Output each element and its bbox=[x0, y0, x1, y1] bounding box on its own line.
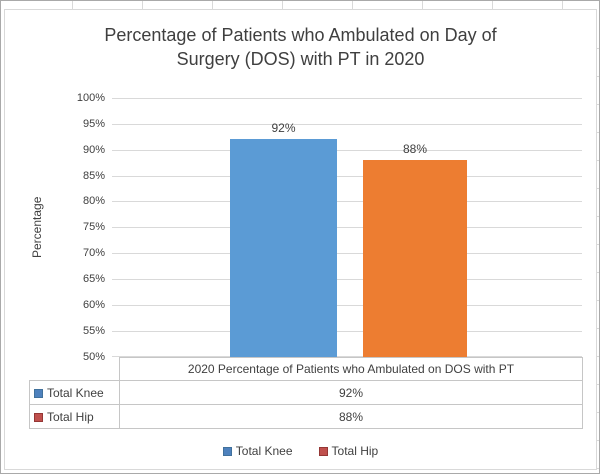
gridline bbox=[112, 176, 582, 177]
table-value-total-hip: 88% bbox=[119, 404, 583, 429]
y-tick: 75% bbox=[82, 221, 105, 233]
y-tick: 85% bbox=[82, 170, 105, 182]
y-tick: 100% bbox=[76, 92, 105, 104]
y-tick: 55% bbox=[82, 325, 105, 337]
table-category-header: 2020 Percentage of Patients who Ambulate… bbox=[119, 357, 583, 381]
series-marker-icon bbox=[34, 412, 43, 422]
y-tick: 70% bbox=[82, 247, 105, 259]
gridline bbox=[112, 227, 582, 228]
gridline bbox=[112, 356, 582, 357]
series-name: Total Knee bbox=[47, 385, 104, 400]
gridline bbox=[112, 253, 582, 254]
y-tick: 60% bbox=[82, 299, 105, 311]
table-row: Total Knee 92% bbox=[29, 380, 583, 405]
gridline bbox=[112, 305, 582, 306]
data-label-total-knee: 92% bbox=[271, 121, 296, 136]
gridline bbox=[112, 279, 582, 280]
y-tick: 80% bbox=[82, 195, 105, 207]
series-name: Total Hip bbox=[47, 409, 94, 424]
data-table: 2020 Percentage of Patients who Ambulate… bbox=[29, 357, 583, 429]
chart-legend: Total Knee Total Hip bbox=[5, 444, 596, 458]
gridline bbox=[112, 201, 582, 202]
bar-total-hip[interactable]: 88% bbox=[363, 142, 467, 357]
legend-marker-icon bbox=[222, 446, 232, 456]
bar-total-knee[interactable]: 92% bbox=[230, 121, 337, 357]
table-key-total-hip: Total Hip bbox=[29, 404, 120, 429]
y-tick: 95% bbox=[82, 118, 105, 130]
data-label-total-hip: 88% bbox=[402, 142, 428, 157]
series-marker-icon bbox=[34, 388, 43, 398]
y-tick: 90% bbox=[82, 144, 105, 156]
table-row: Total Hip 88% bbox=[29, 404, 583, 429]
legend-item-total-knee[interactable]: Total Knee bbox=[222, 444, 293, 458]
legend-item-total-hip[interactable]: Total Hip bbox=[318, 444, 379, 458]
gridline bbox=[112, 98, 582, 99]
table-key-total-knee: Total Knee bbox=[29, 380, 120, 405]
legend-label: Total Hip bbox=[331, 444, 379, 458]
table-header-row: 2020 Percentage of Patients who Ambulate… bbox=[30, 357, 583, 381]
chart-object[interactable]: Percentage of Patients who Ambulated on … bbox=[4, 9, 597, 470]
plot-area: 92% 88% bbox=[112, 98, 582, 357]
y-tick: 65% bbox=[82, 273, 105, 285]
y-tick: 50% bbox=[82, 351, 105, 363]
chart-title[interactable]: Percentage of Patients who Ambulated on … bbox=[104, 25, 497, 69]
gridline bbox=[112, 150, 582, 151]
table-value-total-knee: 92% bbox=[119, 380, 583, 405]
legend-label: Total Knee bbox=[235, 444, 293, 458]
worksheet-gridlines-top bbox=[1, 1, 599, 9]
gridline bbox=[112, 331, 582, 332]
table-corner-cell bbox=[30, 358, 120, 381]
legend-marker-icon bbox=[318, 446, 328, 456]
gridline bbox=[112, 124, 582, 125]
